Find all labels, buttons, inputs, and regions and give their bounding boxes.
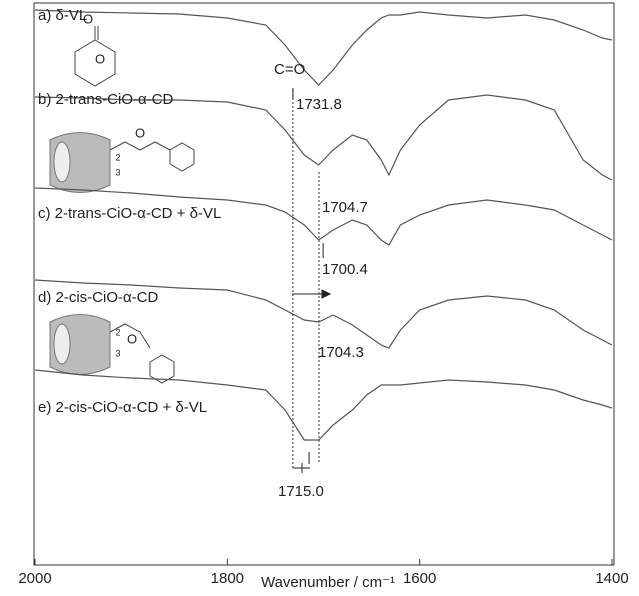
series-label: d) 2-cis-CiO-α-CD [38,289,158,306]
spectrum-line [34,94,613,181]
structure-valerolactone [74,26,116,87]
peak-label: 1700.4 [322,261,368,278]
series-label: e) 2-cis-CiO-α-CD + δ-VL [38,399,207,416]
x-tick-label: 1400 [595,570,628,587]
structure-cyclodextrin-cis [49,314,175,384]
spectrum-line [34,187,613,246]
structure-cyclodextrin-trans [49,132,195,193]
peak-label: 1704.7 [322,199,368,216]
shift-arrows [292,289,332,473]
atom-label: O [127,331,137,346]
atom-label: 3 [115,348,120,358]
atom-label: O [135,125,145,140]
spectrum-line [34,369,613,441]
series-label: a) δ-VL [38,7,87,24]
annotation: C=O [274,61,305,78]
atom-label: 3 [115,167,120,177]
atom-label: 2 [115,152,120,162]
atom-label: O [83,11,93,26]
x-tick-label: 1600 [403,570,436,587]
spectrum-line [34,279,613,349]
series-label: b) 2-trans-CiO-α-CD [38,91,174,108]
x-tick-label: 2000 [18,570,51,587]
atom-label: O [95,51,105,66]
x-tick-label: 1800 [211,570,244,587]
plot-frame [33,2,615,566]
series-label: c) 2-trans-CiO-α-CD + δ-VL [38,205,221,222]
peak-label: 1731.8 [296,96,342,113]
spectrum-line [34,9,613,86]
peak-label: 1704.3 [318,344,364,361]
atom-label: 2 [115,327,120,337]
x-axis-label: Wavenumber / cm⁻¹ [261,574,395,591]
peak-label: 1715.0 [278,483,324,500]
